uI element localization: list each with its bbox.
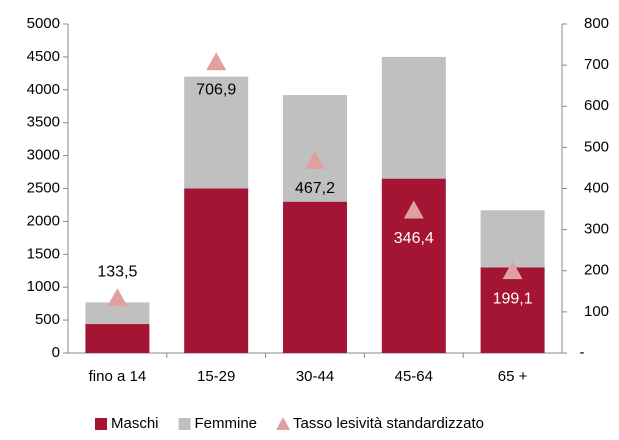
x-tick-label: 45-64 <box>395 368 433 385</box>
y2-tick-label: 200 <box>584 262 609 279</box>
y-tick-label: 4500 <box>27 48 60 65</box>
bar-segment <box>85 302 150 325</box>
bar-segment <box>381 56 446 179</box>
bar-segment <box>184 188 249 353</box>
y-tick-label: 5000 <box>27 15 60 32</box>
y-tick-label: 1000 <box>27 278 60 295</box>
y2-tick-label: - <box>580 344 585 361</box>
legend-swatch <box>95 418 107 430</box>
marker <box>305 150 325 169</box>
legend-label: Maschi <box>111 415 159 432</box>
y2-tick-label: 600 <box>584 97 609 114</box>
data-label: 199,1 <box>493 290 533 307</box>
y-tick-label: 3000 <box>27 147 60 164</box>
bar-segment <box>283 95 347 202</box>
legend-swatch <box>178 418 191 430</box>
x-tick-label: 30-44 <box>296 368 334 385</box>
x-tick-label: fino a 14 <box>89 368 147 385</box>
bar-segment <box>85 324 150 353</box>
y-tick-label: 4000 <box>27 81 60 98</box>
legend-label: Tasso lesività standardizzato <box>293 415 484 432</box>
y2-tick-label: 400 <box>584 179 609 196</box>
x-tick-label: 15-29 <box>197 368 235 385</box>
y-tick-label: 2000 <box>27 212 60 229</box>
marker <box>107 288 128 307</box>
y2-tick-label: 300 <box>584 221 609 238</box>
y-tick-label: 1500 <box>27 245 60 262</box>
y2-tick-label: 800 <box>584 15 609 32</box>
data-label: 467,2 <box>295 180 335 197</box>
legend-swatch <box>276 417 291 430</box>
y-tick-label: 2500 <box>27 179 60 196</box>
y2-tick-label: 500 <box>584 138 609 155</box>
data-label: 133,5 <box>97 263 137 280</box>
marker <box>206 52 227 71</box>
data-label: 346,4 <box>394 230 434 247</box>
y-tick-label: 0 <box>52 344 60 361</box>
legend-label: Femmine <box>195 415 258 432</box>
x-tick-label: 65 + <box>498 368 528 385</box>
y2-tick-label: 700 <box>584 56 609 73</box>
bar-segment <box>480 210 545 268</box>
bar-segment <box>184 76 249 189</box>
y2-tick-label: 100 <box>584 303 609 320</box>
y-tick-label: 3500 <box>27 114 60 131</box>
data-label: 706,9 <box>196 82 236 99</box>
y-tick-label: 500 <box>35 311 60 328</box>
bar-segment <box>283 201 347 353</box>
marker <box>403 200 424 219</box>
marker <box>502 261 523 280</box>
bar-segment <box>480 267 545 353</box>
